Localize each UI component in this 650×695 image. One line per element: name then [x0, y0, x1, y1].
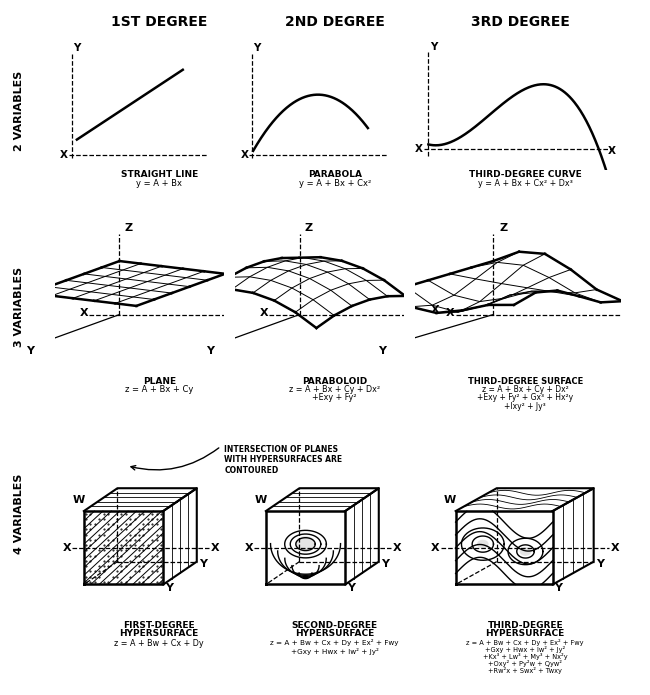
Text: HYPERSURFACE: HYPERSURFACE — [295, 629, 374, 638]
Text: Y: Y — [597, 559, 604, 569]
Text: PLANE: PLANE — [143, 377, 176, 386]
Text: 3RD DEGREE: 3RD DEGREE — [471, 15, 569, 29]
Text: Y: Y — [378, 346, 387, 357]
Text: y = A + Bx + Cx² + Dx³: y = A + Bx + Cx² + Dx³ — [478, 179, 573, 188]
Text: INTERSECTION OF PLANES
WITH HYPERSURFACES ARE
CONTOURED: INTERSECTION OF PLANES WITH HYPERSURFACE… — [224, 445, 343, 475]
Polygon shape — [266, 488, 379, 511]
Polygon shape — [345, 488, 379, 584]
Text: 2ND DEGREE: 2ND DEGREE — [285, 15, 385, 29]
Text: +Gxy + Hwx + Iw² + Jy²: +Gxy + Hwx + Iw² + Jy² — [291, 648, 379, 655]
Text: Y: Y — [554, 583, 562, 593]
Text: SECOND-DEGREE: SECOND-DEGREE — [292, 621, 378, 630]
Text: Y: Y — [205, 346, 214, 357]
Polygon shape — [456, 511, 552, 584]
Text: PARABOLOID: PARABOLOID — [302, 377, 367, 386]
Polygon shape — [163, 488, 197, 584]
Text: Y: Y — [199, 559, 207, 569]
Text: X: X — [63, 543, 72, 553]
Text: HYPERSURFACE: HYPERSURFACE — [486, 629, 565, 638]
Text: Y: Y — [381, 559, 389, 569]
Text: PARABOLA: PARABOLA — [307, 170, 362, 179]
Text: z = A + Bw + Cx + Dy: z = A + Bw + Cx + Dy — [114, 639, 204, 648]
Text: 2 VARIABLES: 2 VARIABLES — [14, 71, 25, 152]
Text: +Gxy + Hwx + Iw² + Jy²: +Gxy + Hwx + Iw² + Jy² — [485, 646, 566, 653]
Text: +Ixy² + Jy³: +Ixy² + Jy³ — [504, 402, 546, 411]
Polygon shape — [266, 511, 345, 584]
Text: +Oxy² + Py²w + Qyw²: +Oxy² + Py²w + Qyw² — [488, 660, 562, 667]
Text: THIRD-DEGREE SURFACE: THIRD-DEGREE SURFACE — [467, 377, 583, 386]
Polygon shape — [84, 511, 163, 584]
Text: 3 VARIABLES: 3 VARIABLES — [14, 267, 25, 348]
Text: X: X — [211, 543, 219, 553]
Text: X: X — [431, 543, 439, 553]
Text: z = A + Bx + Cy: z = A + Bx + Cy — [125, 385, 194, 394]
Text: THIRD-DEGREE: THIRD-DEGREE — [488, 621, 563, 630]
Text: Z: Z — [499, 223, 508, 234]
Text: Y: Y — [253, 42, 261, 53]
Text: X: X — [415, 144, 423, 154]
Text: W: W — [73, 495, 85, 505]
Text: X: X — [260, 308, 268, 318]
Text: X: X — [430, 305, 439, 315]
Text: Y: Y — [430, 42, 437, 53]
Ellipse shape — [477, 540, 489, 548]
Text: FIRST-DEGREE: FIRST-DEGREE — [124, 621, 195, 630]
Text: 4 VARIABLES: 4 VARIABLES — [14, 474, 25, 555]
Text: X: X — [610, 543, 619, 553]
Text: Y: Y — [26, 346, 34, 357]
Text: z = A + Bw + Cx + Dy + Ex² + Fwy: z = A + Bw + Cx + Dy + Ex² + Fwy — [467, 639, 584, 646]
Text: +Exy + Fy² + Gx³ + Hx²y: +Exy + Fy² + Gx³ + Hx²y — [477, 393, 573, 402]
Text: X: X — [60, 150, 68, 160]
Text: X: X — [393, 543, 401, 553]
Text: +Kx³ + Lw³ + My³ + Nx²y: +Kx³ + Lw³ + My³ + Nx²y — [483, 653, 567, 660]
Polygon shape — [84, 488, 197, 511]
Text: y = A + Bx + Cx²: y = A + Bx + Cx² — [298, 179, 371, 188]
Text: X: X — [445, 308, 454, 318]
Text: HYPERSURFACE: HYPERSURFACE — [120, 629, 199, 638]
Text: +Exy + Fy²: +Exy + Fy² — [313, 393, 357, 402]
Text: X: X — [245, 543, 254, 553]
Ellipse shape — [519, 547, 531, 556]
Text: STRAIGHT LINE: STRAIGHT LINE — [121, 170, 198, 179]
Text: W: W — [444, 495, 456, 505]
Text: 1ST DEGREE: 1ST DEGREE — [111, 15, 207, 29]
Polygon shape — [456, 488, 593, 511]
Text: X: X — [240, 150, 248, 160]
Text: Z: Z — [125, 223, 133, 234]
Ellipse shape — [296, 536, 315, 553]
Text: X: X — [80, 308, 88, 318]
Text: z = A + Bw + Cx + Dy + Ex² + Fwy: z = A + Bw + Cx + Dy + Ex² + Fwy — [270, 639, 399, 646]
Text: W: W — [255, 495, 267, 505]
Text: z = A + Bx + Cy + Dx²: z = A + Bx + Cy + Dx² — [482, 385, 569, 394]
Text: X: X — [607, 146, 616, 156]
Text: +Rw²x + Swx² + Twxy: +Rw²x + Swx² + Twxy — [488, 667, 562, 674]
Text: Y: Y — [73, 42, 81, 53]
Text: Z: Z — [305, 223, 313, 234]
Text: Y: Y — [164, 583, 173, 593]
Text: Y: Y — [346, 583, 355, 593]
Text: y = A + Bx: y = A + Bx — [136, 179, 182, 188]
Text: THIRD-DEGREE CURVE: THIRD-DEGREE CURVE — [469, 170, 582, 179]
Text: z = A + Bx + Cy + Dx²: z = A + Bx + Cy + Dx² — [289, 385, 380, 394]
Polygon shape — [552, 488, 593, 584]
